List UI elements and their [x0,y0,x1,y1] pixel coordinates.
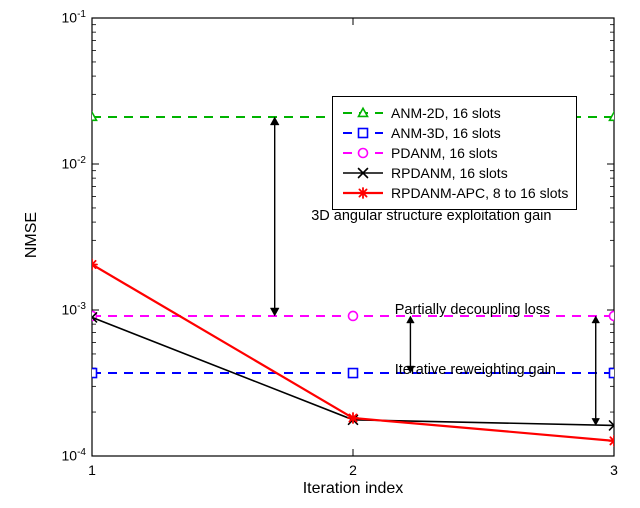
annotation-arrow-gain3d [270,117,279,316]
legend-item-rpdanm: RPDANM, 16 slots [341,163,568,183]
y-axis-label: NMSE [23,195,41,275]
series-rpdanm_apc [87,259,619,445]
legend-swatch-rpdanm_apc [341,183,385,203]
annotation-text-gain3d: 3D angular structure exploitation gain [311,208,551,224]
legend-item-rpdanm_apc: RPDANM-APC, 8 to 16 slots [341,183,568,203]
x-tick-label: 2 [343,462,363,478]
x-axis-label: Iteration index [92,480,614,498]
plot-svg [0,0,640,508]
nmse-figure: NMSE Iteration index 10-410-310-210-1 12… [0,0,640,508]
y-tick-label: 10-3 [62,301,86,318]
annotation-text-pdloss: Partially decoupling loss [395,302,551,318]
legend-label-anm2d: ANM-2D, 16 slots [391,103,501,123]
legend-label-pdanm: PDANM, 16 slots [391,143,498,163]
x-tick-label: 3 [604,462,624,478]
y-tick-label: 10-1 [62,9,86,26]
legend-swatch-pdanm [341,143,385,163]
legend-item-anm2d: ANM-2D, 16 slots [341,103,568,123]
legend-item-anm3d: ANM-3D, 16 slots [341,123,568,143]
legend-item-pdanm: PDANM, 16 slots [341,143,568,163]
legend-label-rpdanm: RPDANM, 16 slots [391,163,508,183]
legend-swatch-rpdanm [341,163,385,183]
legend-box: ANM-2D, 16 slotsANM-3D, 16 slotsPDANM, 1… [332,96,577,210]
annotation-arrow-rwgain [592,316,600,425]
legend-swatch-anm2d [341,103,385,123]
legend-label-anm3d: ANM-3D, 16 slots [391,123,501,143]
legend-label-rpdanm_apc: RPDANM-APC, 8 to 16 slots [391,183,568,203]
legend-swatch-anm3d [341,123,385,143]
annotation-text-rwgain: Iterative reweighting gain [395,362,556,378]
x-tick-label: 1 [82,462,102,478]
y-tick-label: 10-2 [62,155,86,172]
